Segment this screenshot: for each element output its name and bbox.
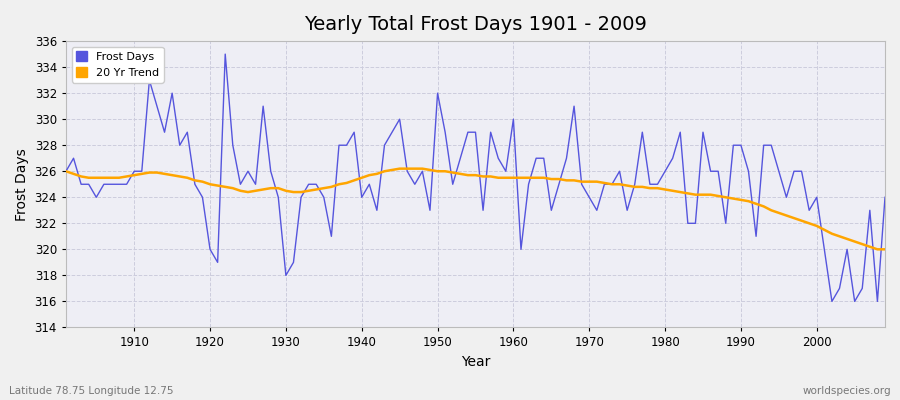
Y-axis label: Frost Days: Frost Days — [15, 148, 29, 221]
Legend: Frost Days, 20 Yr Trend: Frost Days, 20 Yr Trend — [71, 47, 164, 83]
Text: Latitude 78.75 Longitude 12.75: Latitude 78.75 Longitude 12.75 — [9, 386, 174, 396]
X-axis label: Year: Year — [461, 355, 491, 369]
Text: worldspecies.org: worldspecies.org — [803, 386, 891, 396]
Title: Yearly Total Frost Days 1901 - 2009: Yearly Total Frost Days 1901 - 2009 — [304, 15, 647, 34]
